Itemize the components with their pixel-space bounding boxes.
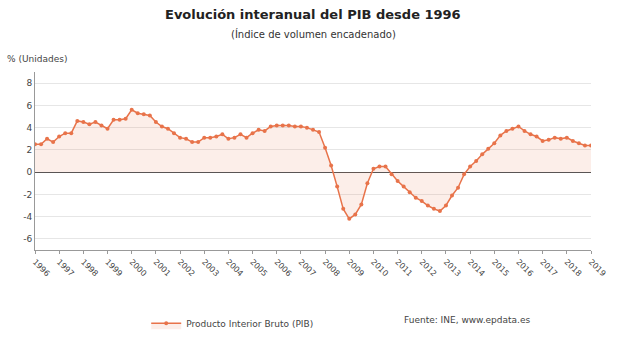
svg-text:2015: 2015 <box>490 257 511 278</box>
svg-text:2011: 2011 <box>393 257 414 278</box>
svg-text:0: 0 <box>26 167 32 177</box>
svg-text:-4: -4 <box>23 212 32 222</box>
svg-text:2012: 2012 <box>418 257 439 278</box>
svg-text:% (Unidades): % (Unidades) <box>7 54 67 64</box>
svg-text:2008: 2008 <box>321 257 342 278</box>
svg-text:4: 4 <box>26 123 32 133</box>
svg-text:8: 8 <box>26 78 32 88</box>
svg-text:2009: 2009 <box>345 257 366 278</box>
svg-text:-6: -6 <box>23 234 32 244</box>
svg-text:2014: 2014 <box>466 257 487 278</box>
svg-text:2018: 2018 <box>563 257 584 278</box>
svg-text:2004: 2004 <box>224 257 245 278</box>
svg-text:2017: 2017 <box>538 257 559 278</box>
svg-text:2019: 2019 <box>587 257 608 278</box>
svg-text:1998: 1998 <box>79 257 100 278</box>
svg-text:Fuente: INE, www.epdata.es: Fuente: INE, www.epdata.es <box>404 315 530 325</box>
svg-text:2010: 2010 <box>369 257 390 278</box>
svg-text:2007: 2007 <box>297 257 318 278</box>
svg-text:2002: 2002 <box>176 257 197 278</box>
svg-text:2006: 2006 <box>272 257 293 278</box>
svg-text:1996: 1996 <box>31 257 52 278</box>
svg-text:1997: 1997 <box>55 257 76 278</box>
svg-text:1999: 1999 <box>103 257 124 278</box>
svg-text:-2: -2 <box>23 190 32 200</box>
svg-text:2016: 2016 <box>514 257 535 278</box>
svg-text:Evolución interanual del PIB d: Evolución interanual del PIB desde 1996 <box>165 7 461 22</box>
svg-text:Producto Interior Bruto (PIB): Producto Interior Bruto (PIB) <box>186 319 313 329</box>
svg-text:2: 2 <box>26 145 32 155</box>
svg-text:2001: 2001 <box>152 257 173 278</box>
svg-text:2013: 2013 <box>442 257 463 278</box>
svg-text:2003: 2003 <box>200 257 221 278</box>
svg-text:2005: 2005 <box>248 257 269 278</box>
svg-text:(Índice de volumen encadenado): (Índice de volumen encadenado) <box>231 28 396 40</box>
svg-text:6: 6 <box>26 101 32 111</box>
svg-text:2000: 2000 <box>127 257 148 278</box>
